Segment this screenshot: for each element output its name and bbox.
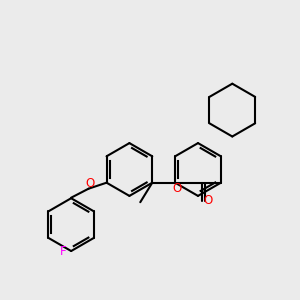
Text: O: O [204,194,213,207]
Text: O: O [85,177,95,190]
Text: F: F [59,244,66,257]
Text: O: O [172,182,182,195]
